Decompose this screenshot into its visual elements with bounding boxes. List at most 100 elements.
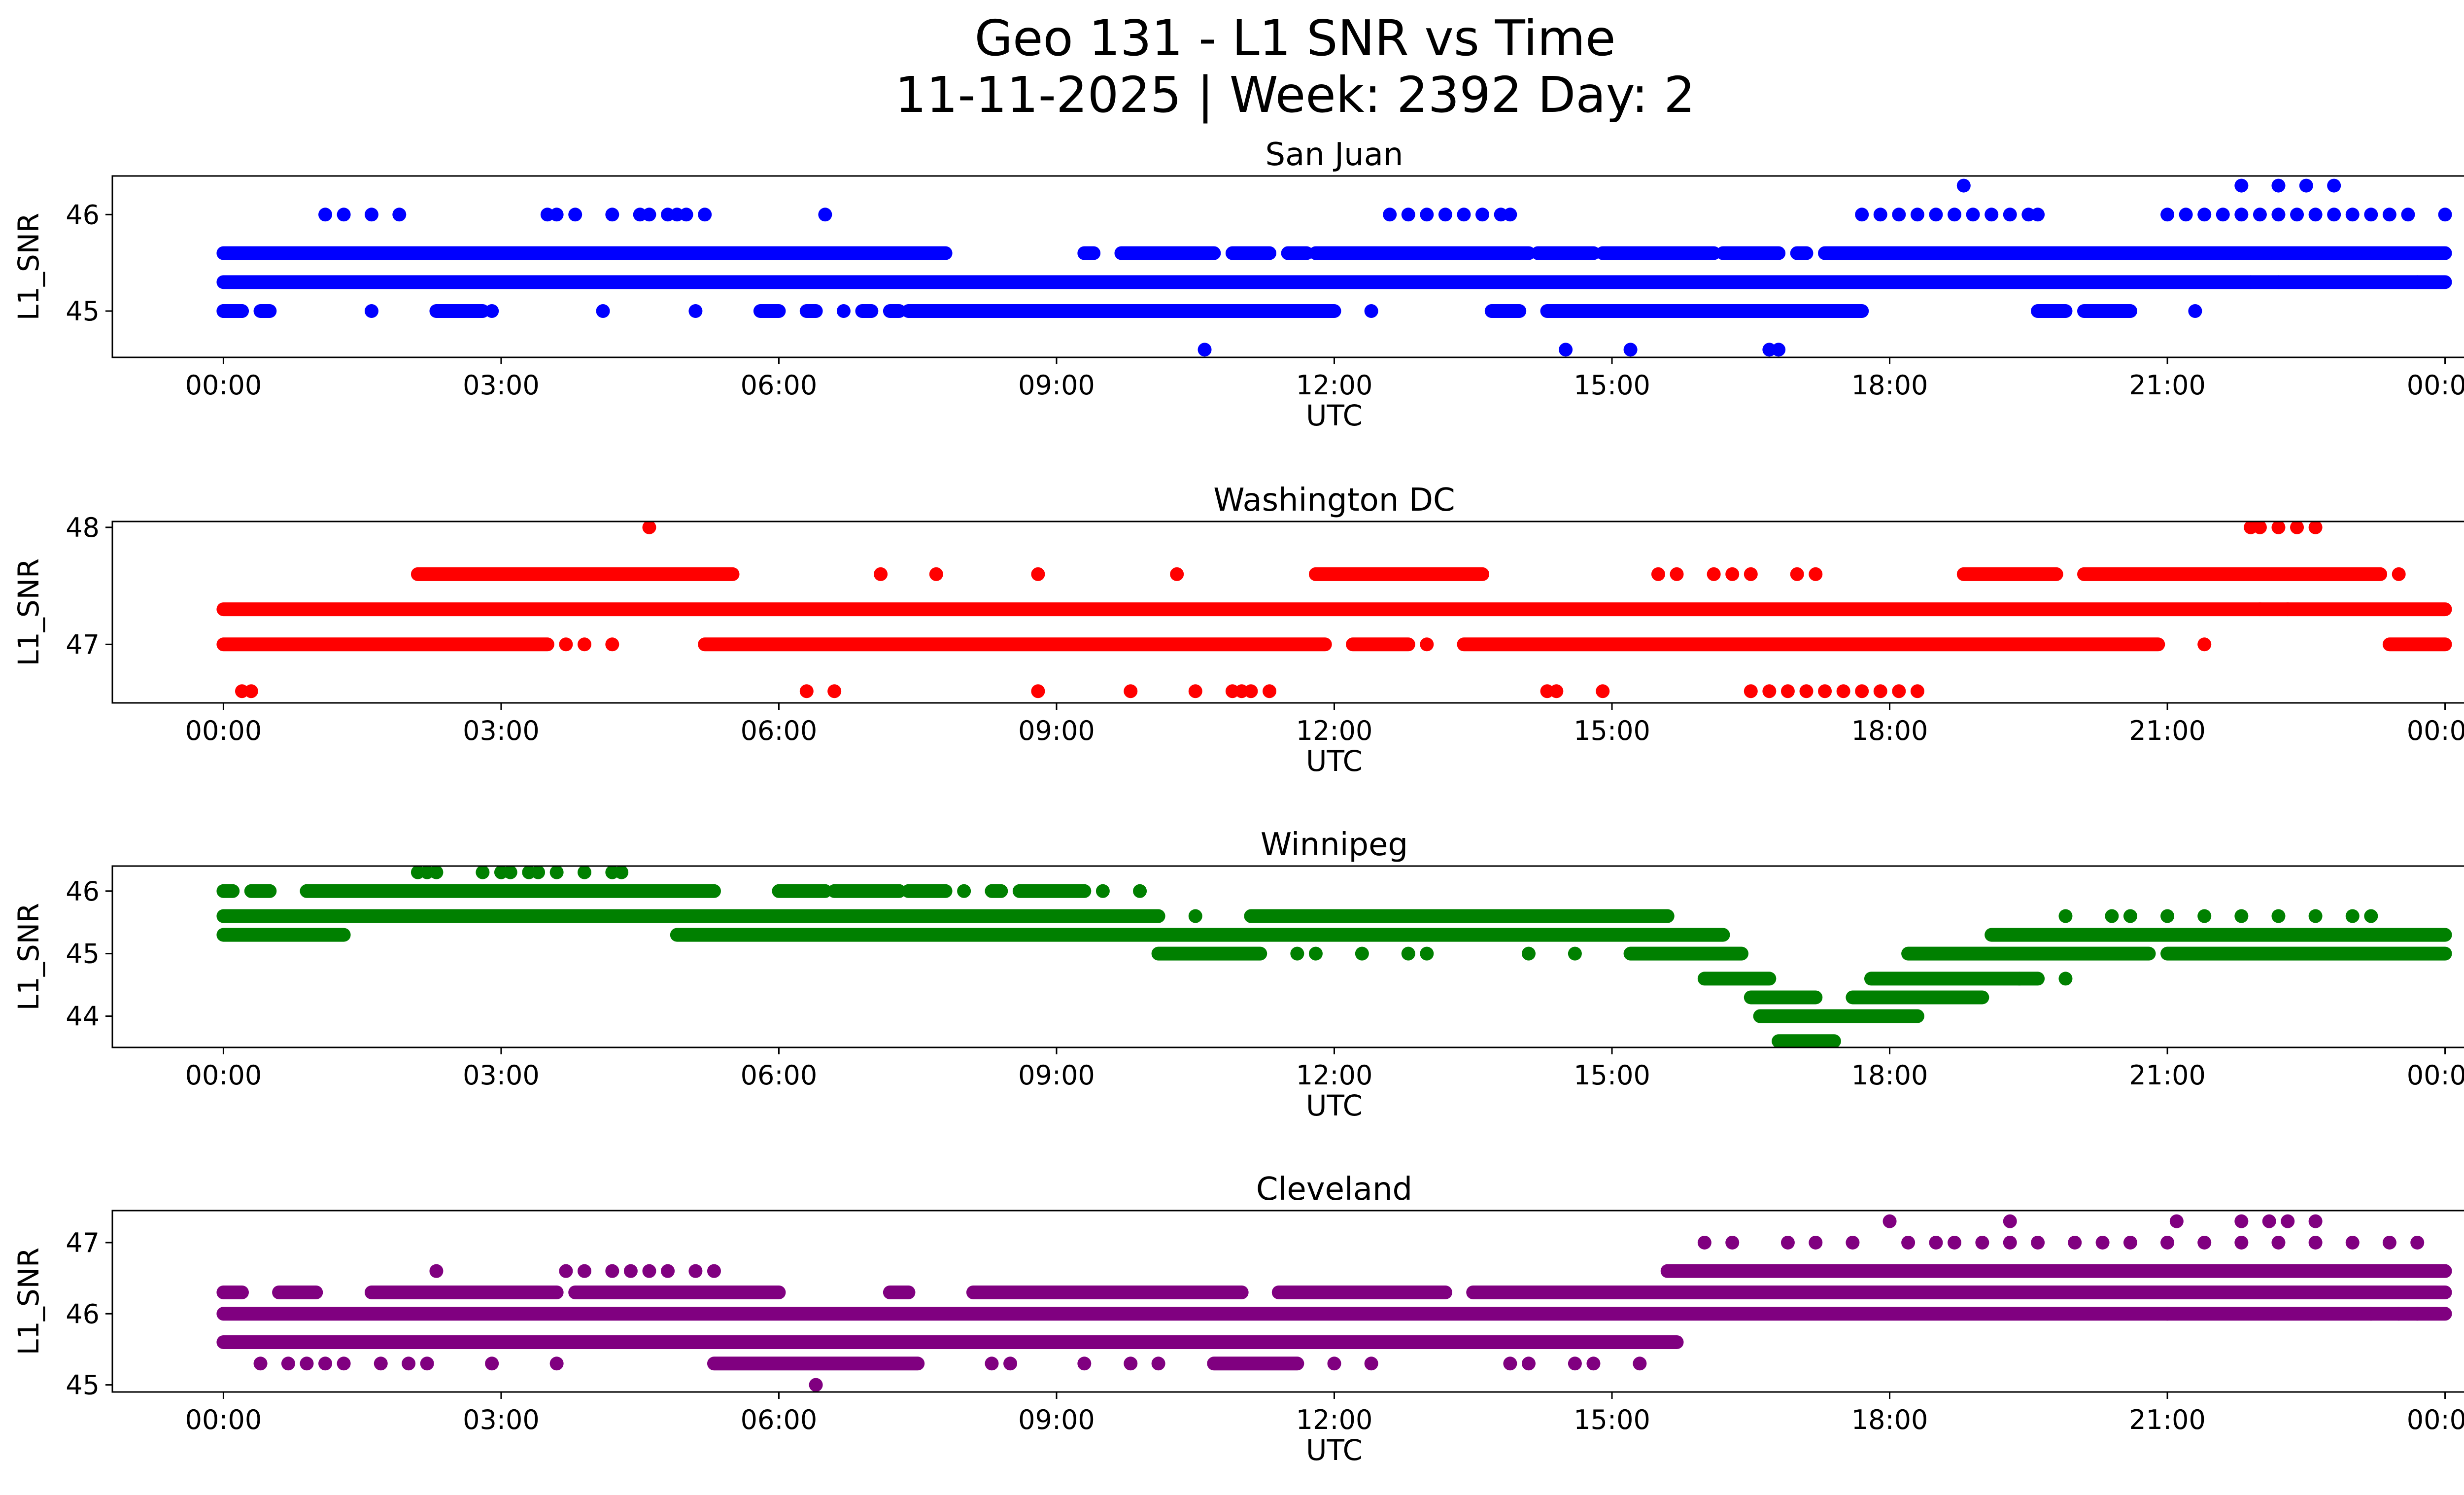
data-point: [2244, 275, 2258, 289]
data-point: [2382, 1235, 2396, 1250]
data-point: [1873, 684, 1887, 698]
data-point: [1623, 343, 1638, 357]
data-point: [1244, 684, 1258, 698]
data-point: [1901, 1235, 1916, 1250]
data-point: [429, 866, 444, 879]
y-tick-label: 47: [66, 629, 100, 660]
subplot-1: Washington DC 00:00 03:00 06:00 09:00 12:00 15…: [12, 482, 2464, 778]
x-axis-label: UTC: [1306, 744, 1363, 778]
data-point: [2234, 1235, 2249, 1250]
data-point: [1651, 567, 1665, 581]
data-point: [2234, 178, 2249, 193]
data-point: [1327, 1356, 1341, 1371]
y-tick-label: 45: [66, 296, 100, 327]
subplot-title: Cleveland: [1256, 1171, 1412, 1208]
data-point: [485, 1356, 499, 1371]
data-point: [827, 684, 842, 698]
data-point: [300, 1356, 314, 1371]
data-point: [2308, 1235, 2323, 1250]
data-point: [1364, 1356, 1378, 1371]
data-point: [1975, 1235, 1989, 1250]
data-point: [1521, 946, 1536, 961]
data-point: [1633, 1356, 1647, 1371]
data-point: [642, 1264, 656, 1278]
data-point: [1568, 1356, 1582, 1371]
data-point: [392, 208, 407, 222]
data-point: [1948, 1235, 1962, 1250]
data-point: [531, 866, 546, 879]
data-point: [2160, 208, 2175, 222]
data-point: [2345, 909, 2360, 923]
data-point: [1003, 1356, 1018, 1371]
data-point: [2031, 1235, 2045, 1250]
data-point: [2327, 208, 2341, 222]
data-point: [1420, 208, 1434, 222]
data-point: [1521, 1356, 1536, 1371]
data-point: [2234, 208, 2249, 222]
data-point: [2382, 208, 2396, 222]
x-tick-label: 06:00: [741, 370, 818, 401]
data-point: [1383, 208, 1397, 222]
data-point: [1503, 208, 1517, 222]
data-point: [337, 1356, 351, 1371]
data-point: [549, 208, 564, 222]
data-point: [679, 208, 693, 222]
data-point: [577, 1264, 591, 1278]
data-point: [642, 208, 656, 222]
data-point: [1966, 208, 1980, 222]
data-point: [1188, 684, 1202, 698]
data-point: [2271, 1235, 2286, 1250]
data-point: [929, 567, 943, 581]
data-point: [577, 637, 591, 652]
y-axis-label: L1_SNR: [12, 1248, 45, 1356]
data-point: [1559, 343, 1573, 357]
data-point: [596, 304, 610, 318]
data-point: [485, 304, 499, 318]
data-point: [1855, 208, 1869, 222]
x-tick-label: 03:00: [463, 715, 540, 746]
data-point: [1188, 909, 1202, 923]
data-point: [1725, 1235, 1740, 1250]
data-point: [688, 304, 703, 318]
data-point: [364, 208, 378, 222]
data-point: [2308, 208, 2323, 222]
data-point: [836, 304, 851, 318]
data-point: [1697, 1235, 1711, 1250]
data-point: [1910, 208, 1924, 222]
data-point: [1151, 1356, 1165, 1371]
data-point: [799, 684, 814, 698]
data-point: [2003, 1235, 2017, 1250]
data-point: [874, 567, 888, 581]
data-point: [568, 208, 582, 222]
data-point: [2179, 208, 2193, 222]
x-axis-label: UTC: [1306, 1089, 1363, 1122]
data-point: [2410, 1235, 2425, 1250]
data-point: [1855, 684, 1869, 698]
data-point: [429, 1264, 444, 1278]
x-tick-label: 15:00: [1574, 370, 1650, 401]
data-point: [1882, 1214, 1897, 1228]
data-point: [2308, 1214, 2323, 1228]
y-tick-label: 45: [66, 1370, 100, 1401]
data-point: [1818, 684, 1832, 698]
x-tick-label: 09:00: [1018, 1060, 1095, 1091]
data-point: [2197, 637, 2212, 652]
chart-title-line2: 11-11-2025 | Week: 2392 Day: 2: [895, 66, 1695, 124]
data-point: [2281, 602, 2295, 617]
data-point: [2160, 1235, 2175, 1250]
data-point: [2262, 1214, 2276, 1228]
x-tick-label: 12:00: [1296, 1060, 1373, 1091]
data-point: [809, 1378, 823, 1392]
x-tick-label: 00:00: [2407, 1404, 2464, 1435]
y-tick-label: 44: [66, 1001, 100, 1032]
x-axis-label: UTC: [1306, 1433, 1363, 1467]
data-point: [1124, 684, 1138, 698]
data-point: [2160, 909, 2175, 923]
data-point: [253, 1356, 268, 1371]
subplot-0: San Juan 00:00 03:00 06:00 09:00 12:00 15:00 18…: [12, 137, 2464, 432]
data-point: [2364, 1307, 2378, 1321]
data-point: [1892, 684, 1906, 698]
data-point: [420, 1356, 434, 1371]
data-point: [1707, 567, 1721, 581]
data-point: [2058, 909, 2073, 923]
